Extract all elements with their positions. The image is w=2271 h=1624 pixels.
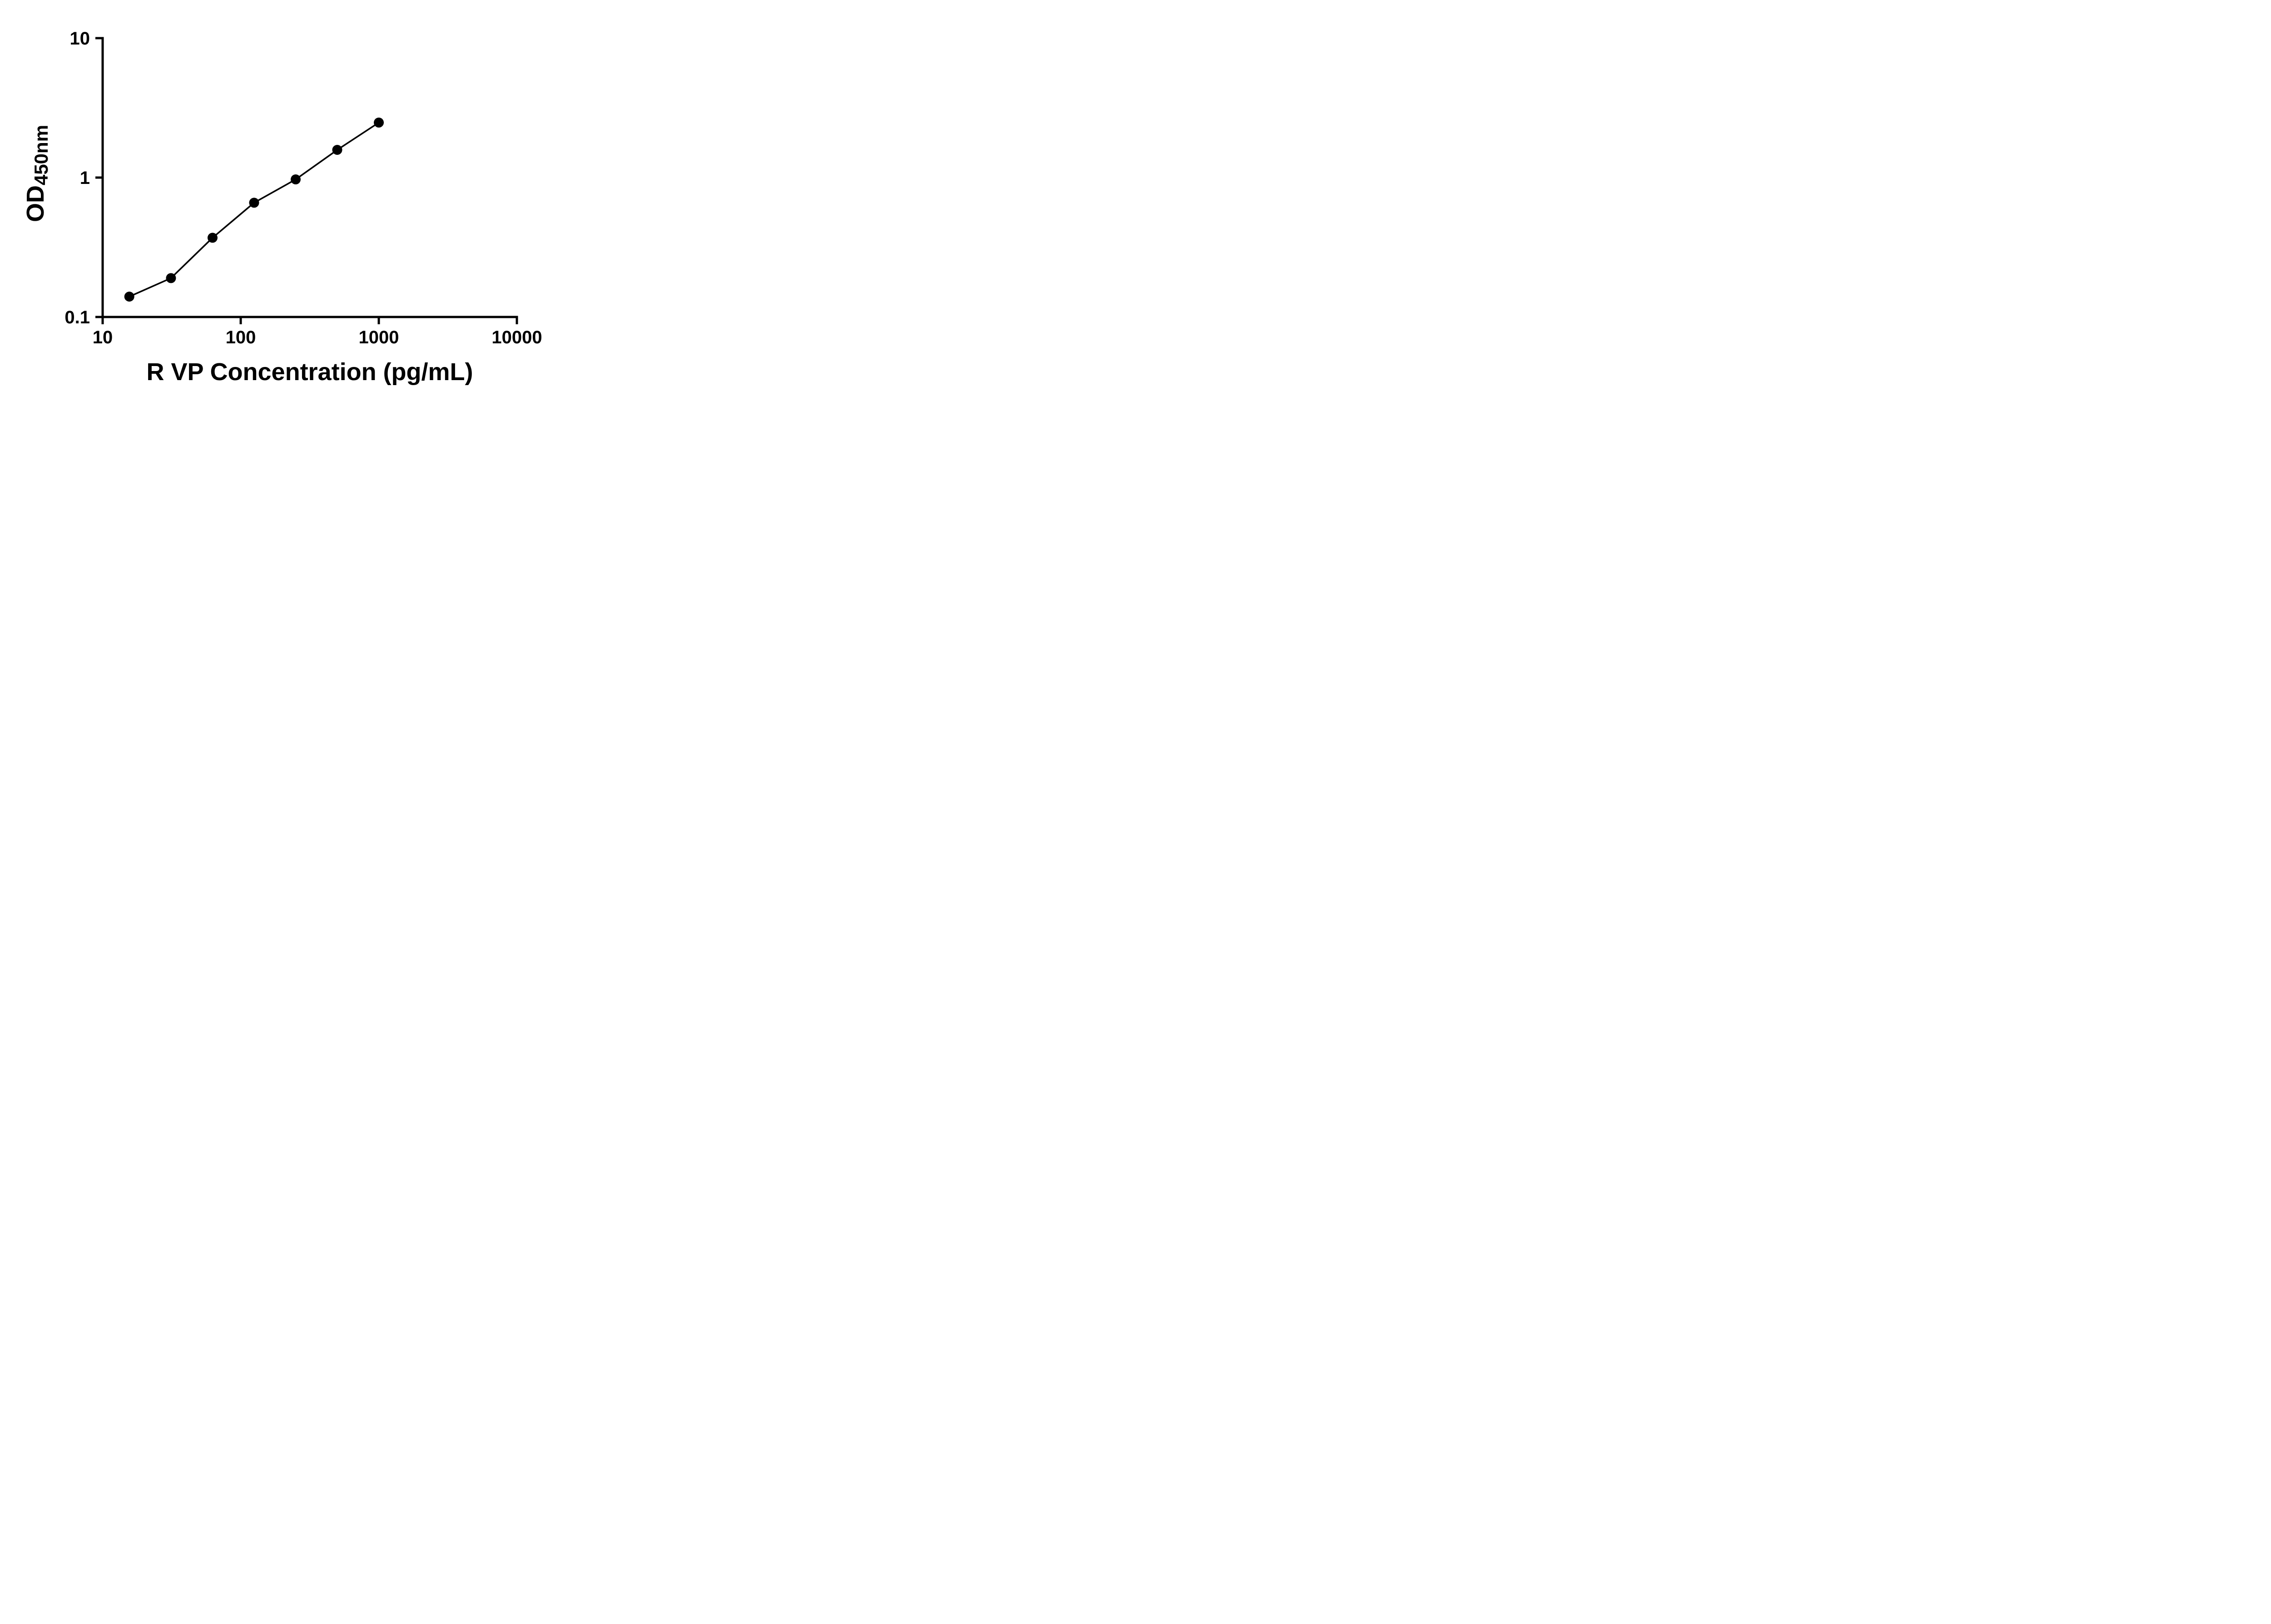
y-axis-title-subscript: 450nm	[30, 124, 52, 186]
data-point	[207, 233, 218, 243]
x-tick-label: 1000	[359, 327, 399, 347]
data-point	[249, 198, 259, 208]
elisa-standard-curve-figure: 10 100 1000 10000 0.1 1 10 OD450nm R VP Concen…	[0, 0, 573, 406]
x-tick-label: 10000	[491, 327, 542, 347]
data-point	[332, 145, 342, 155]
data-point	[290, 174, 301, 185]
axis-spine	[101, 37, 518, 318]
y-tick-label: 10	[70, 29, 90, 49]
y-tick-label: 0.1	[64, 307, 90, 327]
x-axis-title: R VP Concentration (pg/mL)	[146, 358, 473, 386]
data-point	[374, 117, 384, 128]
chart-plot-area: 10 100 1000 10000 0.1 1 10	[64, 29, 542, 347]
data-point	[166, 273, 176, 283]
y-axis-title: OD450nm	[21, 124, 52, 223]
y-tick-label: 1	[80, 168, 90, 188]
y-axis-title-main: OD	[22, 185, 49, 223]
data-point	[124, 292, 134, 302]
x-tick-label: 10	[93, 327, 113, 347]
x-tick-label: 100	[226, 327, 256, 347]
